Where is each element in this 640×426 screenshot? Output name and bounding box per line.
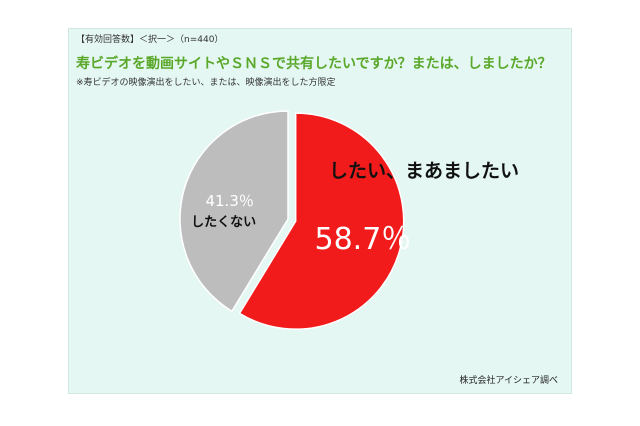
pie-slice-want	[238, 112, 405, 330]
pie-slice-dont-want	[179, 110, 289, 313]
chart-title: 寿ビデオを動画サイトやＳＮＳで共有したいですか？または、しましたか？	[76, 56, 552, 72]
slice-label-dont-want: したくない	[191, 215, 256, 230]
chart-note: ※寿ビデオの映像演出をしたい、または、映像演出をした方限定	[76, 78, 336, 88]
source-credit: 株式会社アイシェア調べ	[459, 376, 558, 386]
slice-label-want: したい、まあましたい	[329, 160, 519, 182]
slice-value-want: 58.7％	[314, 222, 411, 257]
response-count: 【有効回答数】＜択一＞（n=440）	[76, 35, 224, 45]
slice-value-dont-want: 41.3％	[205, 192, 253, 210]
